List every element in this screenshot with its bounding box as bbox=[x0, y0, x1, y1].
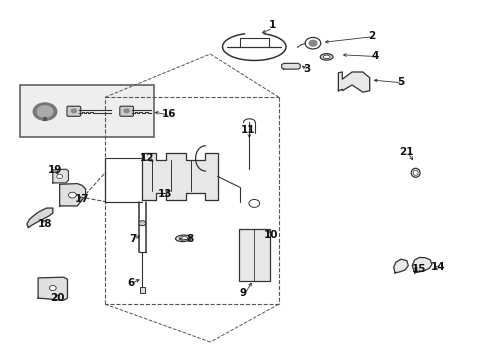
Text: 8: 8 bbox=[186, 234, 193, 244]
Text: 5: 5 bbox=[397, 77, 404, 87]
Text: 13: 13 bbox=[158, 189, 172, 199]
Polygon shape bbox=[393, 259, 407, 273]
Text: 12: 12 bbox=[139, 153, 154, 163]
Circle shape bbox=[308, 40, 316, 46]
Text: 10: 10 bbox=[264, 230, 278, 240]
Text: 1: 1 bbox=[269, 20, 276, 30]
Text: 17: 17 bbox=[75, 194, 89, 204]
Circle shape bbox=[305, 37, 320, 49]
Bar bbox=[140, 287, 144, 293]
Circle shape bbox=[57, 174, 62, 179]
Text: 6: 6 bbox=[127, 278, 134, 288]
Text: 20: 20 bbox=[50, 293, 65, 303]
Polygon shape bbox=[411, 257, 431, 273]
Polygon shape bbox=[27, 208, 53, 228]
Text: 9: 9 bbox=[240, 288, 246, 298]
Polygon shape bbox=[53, 169, 68, 183]
Circle shape bbox=[139, 221, 145, 226]
Polygon shape bbox=[38, 277, 67, 300]
Polygon shape bbox=[142, 153, 217, 200]
Bar bbox=[238, 229, 270, 281]
Ellipse shape bbox=[175, 235, 191, 242]
Circle shape bbox=[248, 199, 259, 207]
Polygon shape bbox=[338, 72, 369, 92]
Circle shape bbox=[124, 109, 129, 113]
FancyBboxPatch shape bbox=[120, 106, 133, 116]
Circle shape bbox=[68, 192, 76, 198]
Ellipse shape bbox=[320, 54, 332, 60]
Text: 16: 16 bbox=[161, 109, 176, 120]
Bar bbox=[20, 85, 154, 137]
Text: 7: 7 bbox=[129, 234, 137, 244]
FancyBboxPatch shape bbox=[67, 106, 81, 116]
Text: 21: 21 bbox=[399, 147, 413, 157]
Text: 3: 3 bbox=[303, 64, 310, 74]
Text: 18: 18 bbox=[38, 219, 52, 229]
Text: 11: 11 bbox=[241, 125, 255, 135]
Text: 15: 15 bbox=[411, 264, 426, 274]
Circle shape bbox=[71, 109, 76, 113]
Polygon shape bbox=[281, 63, 300, 69]
Circle shape bbox=[33, 103, 57, 120]
Polygon shape bbox=[60, 184, 85, 206]
Ellipse shape bbox=[179, 237, 187, 240]
Ellipse shape bbox=[410, 168, 419, 177]
Ellipse shape bbox=[323, 55, 329, 59]
Text: 14: 14 bbox=[429, 262, 444, 272]
Circle shape bbox=[37, 106, 53, 117]
Text: 19: 19 bbox=[47, 165, 62, 175]
Ellipse shape bbox=[412, 170, 417, 175]
Text: 2: 2 bbox=[367, 31, 374, 41]
Circle shape bbox=[49, 285, 56, 291]
Text: 4: 4 bbox=[371, 51, 379, 61]
